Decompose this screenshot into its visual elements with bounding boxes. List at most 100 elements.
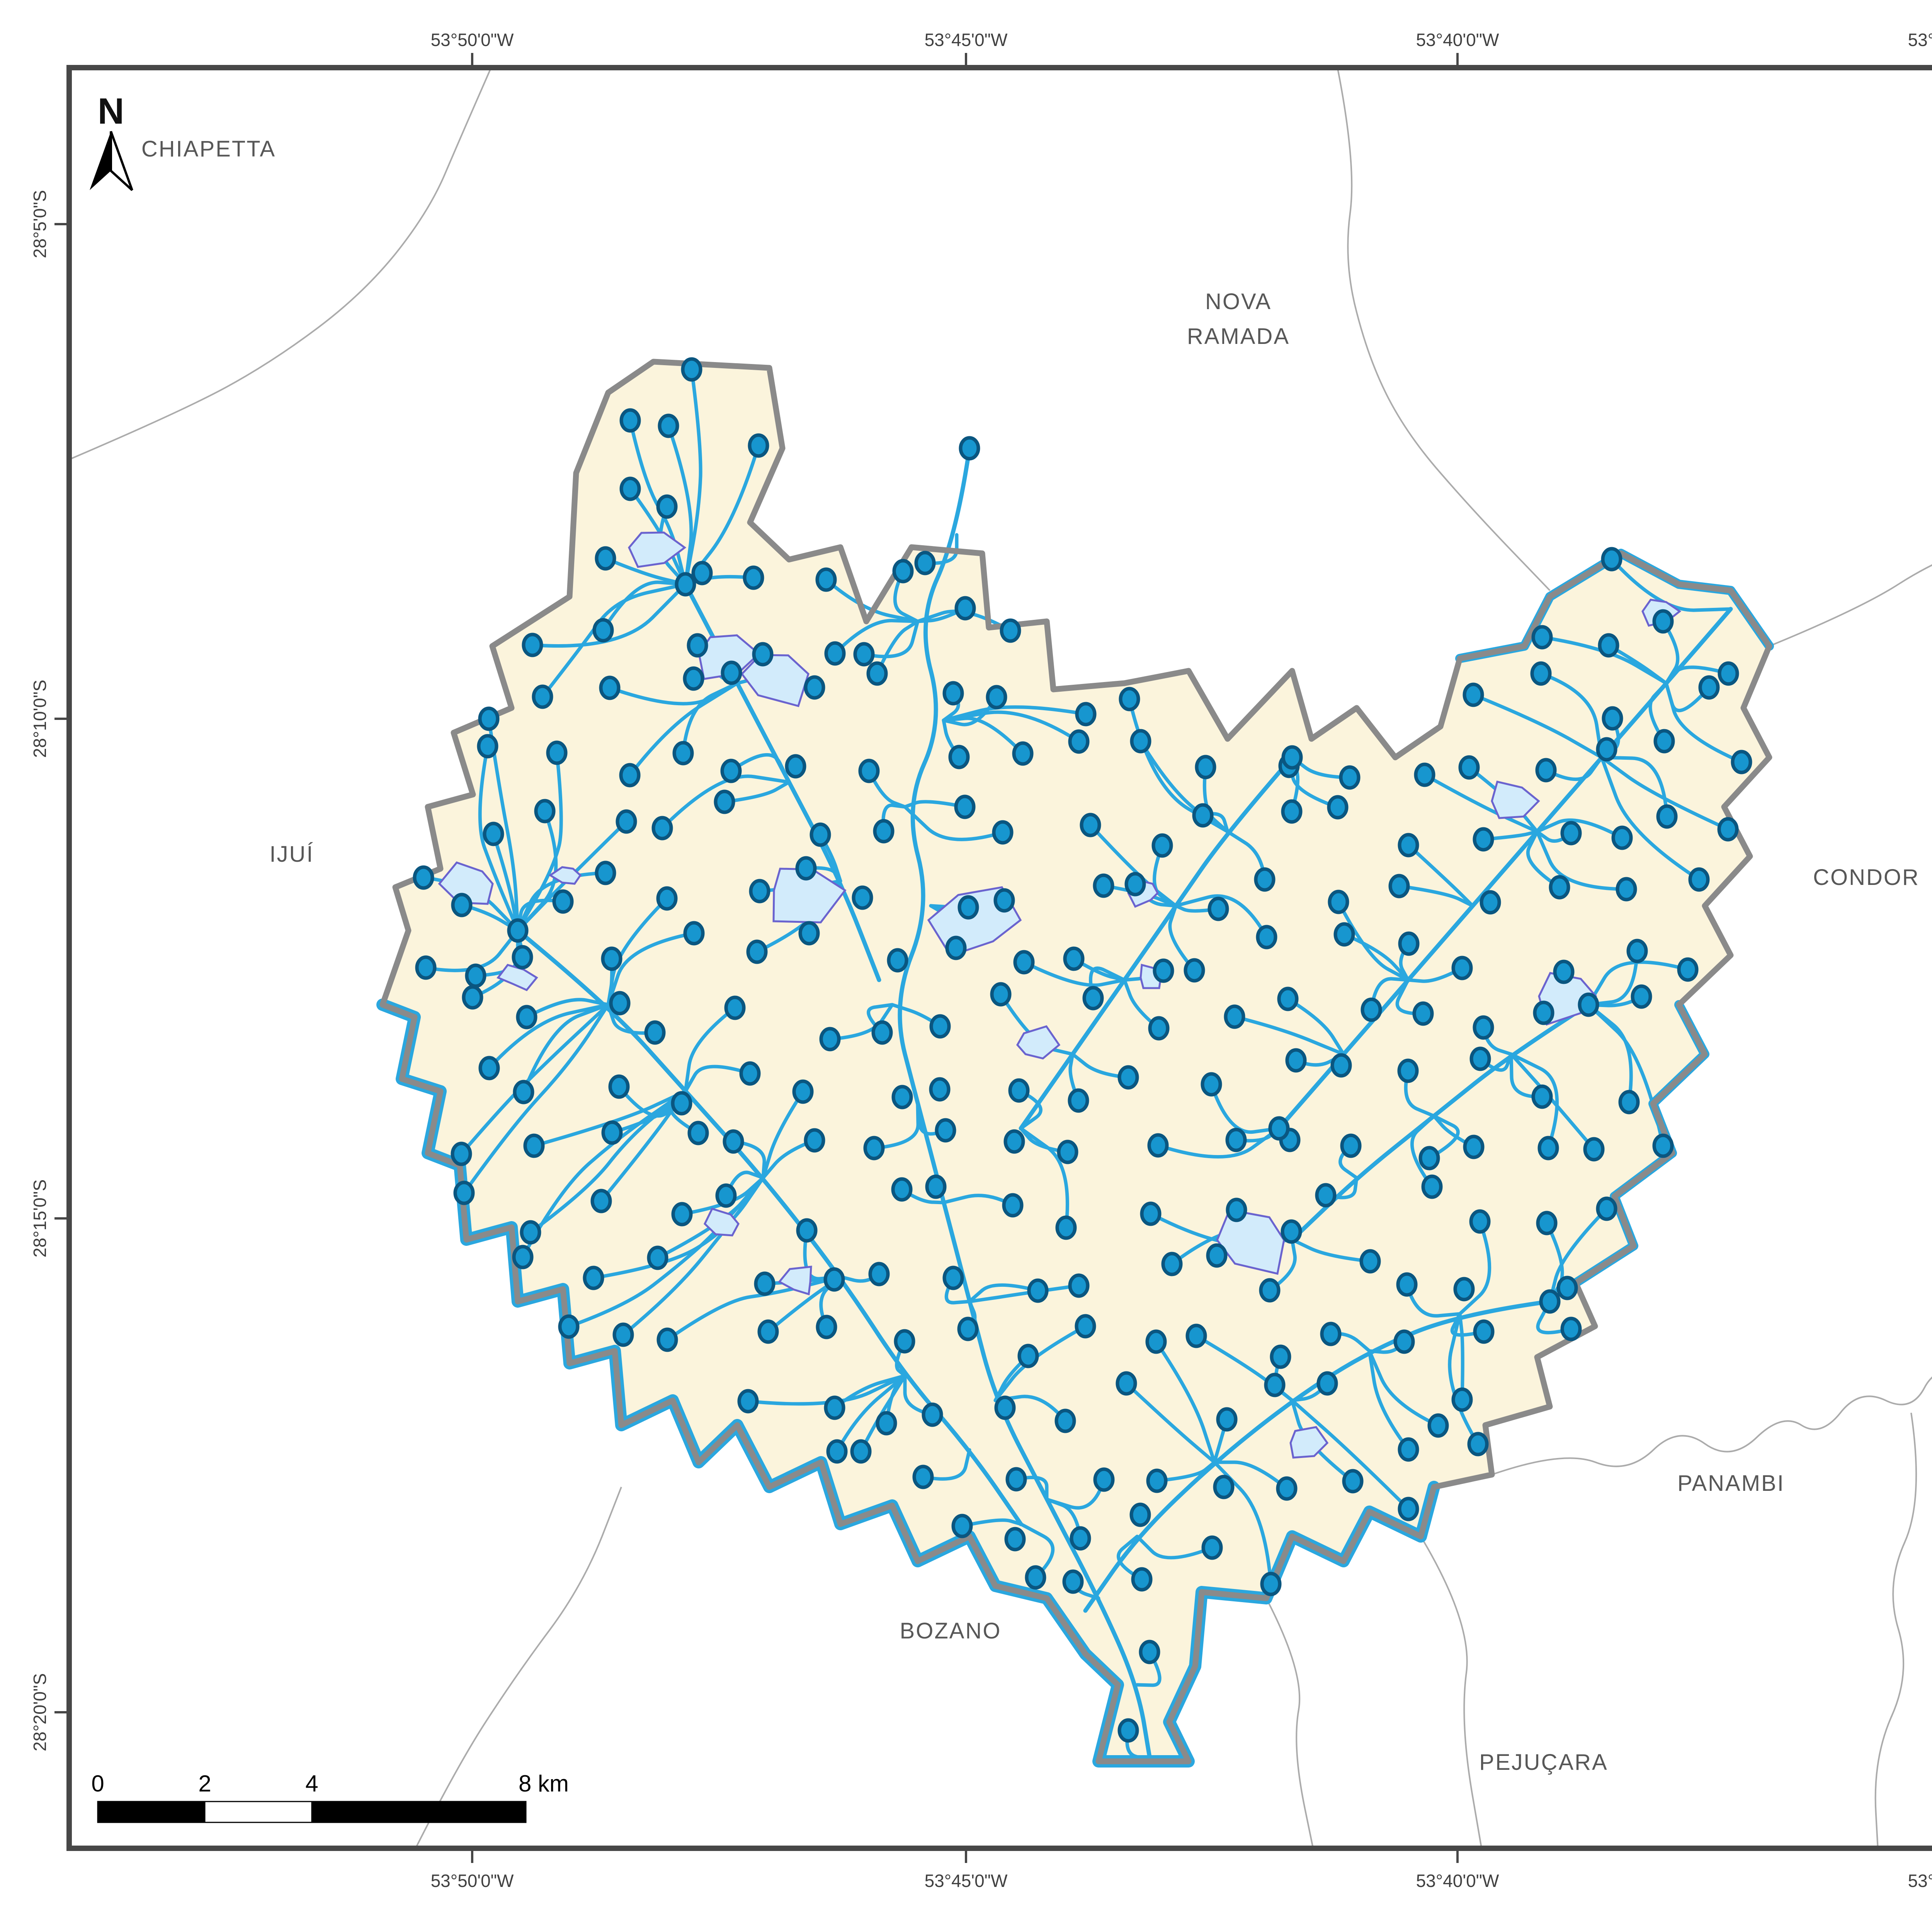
nascente-dot [1458, 755, 1480, 780]
nascente-dot [992, 820, 1014, 845]
nascente-dot [1068, 729, 1090, 754]
nascente-dot [892, 559, 914, 584]
nascente-dot [1264, 1373, 1286, 1397]
nascente-dot [1068, 1088, 1089, 1113]
river-stream [1600, 755, 1730, 831]
nascente-dot [1093, 1467, 1115, 1492]
nascente-dot [715, 1183, 737, 1208]
nascente-dot [873, 819, 895, 844]
north-arrow-right [110, 131, 133, 191]
nascente-dot [658, 413, 679, 438]
river-stream [1664, 681, 1743, 764]
nascente-dot [1000, 618, 1021, 643]
nascente-dot [1025, 1565, 1046, 1590]
municipality-border [379, 359, 1772, 1764]
neighbor-boundary-line [1337, 70, 1551, 591]
nascente-dot [1616, 877, 1637, 902]
nascente-dot [785, 754, 806, 779]
nascente-dot [1342, 1469, 1364, 1494]
municipality-area [383, 362, 1769, 1761]
nascente-dot [746, 939, 768, 964]
river-stream [1410, 1114, 1436, 1189]
longitude-label: 53°35'0"W [1908, 30, 1932, 50]
nascente-dot [852, 885, 873, 910]
nascente-dot [1688, 867, 1710, 892]
nascente-dot [1184, 958, 1205, 983]
nascente-dot [1330, 1053, 1352, 1078]
river-stream [833, 619, 920, 655]
nascente-dot [1002, 1193, 1024, 1218]
nascente-dot [1206, 1243, 1228, 1268]
water-body [628, 531, 687, 568]
river-stream [1233, 1015, 1345, 1056]
nascente-dot [1393, 1329, 1415, 1354]
nascente-dot [1359, 1249, 1381, 1274]
nascente-dot [415, 955, 437, 980]
neighbor-label: PANAMBI [1677, 1471, 1785, 1496]
nascente-dot [868, 1262, 890, 1286]
nascente-dot [1414, 762, 1435, 787]
nascente-dot [1398, 1437, 1419, 1462]
nascente-dot [1130, 729, 1151, 754]
nascente-dot [1427, 1413, 1449, 1438]
neighbor-boundary-line [416, 1487, 622, 1846]
nascente-dot [1063, 946, 1085, 971]
nascente-dot [957, 895, 979, 920]
nascente-dot [1117, 1065, 1139, 1090]
nascente-dot [1653, 729, 1675, 754]
water-body [497, 964, 538, 992]
nascente-dot [1421, 1174, 1443, 1199]
latitude-label: 28°5'0"S [30, 190, 50, 259]
nascente-dot [644, 1020, 666, 1045]
river-stream [1135, 1535, 1214, 1560]
nascente-dot [1145, 1329, 1167, 1354]
nascente-dot [1327, 795, 1349, 820]
nascente-dot [796, 1218, 818, 1243]
river-stream [968, 1283, 1040, 1303]
nascente-dot [1116, 1371, 1137, 1396]
nascente-dot [1140, 1201, 1162, 1226]
nascente-dot [1277, 987, 1299, 1011]
river-stream [462, 1003, 610, 1195]
nascente-dot [1531, 1084, 1553, 1109]
latitude-label: 28°20'0"S [30, 1673, 50, 1751]
river-stream [1019, 1126, 1069, 1230]
river-stream [1290, 1398, 1410, 1511]
nascente-dot [748, 433, 769, 458]
nascente-dot [552, 889, 574, 914]
nascente-dot [477, 734, 498, 759]
neighbor-label: PEJUÇARA [1479, 1750, 1608, 1775]
nascente-dot [1117, 1718, 1139, 1743]
nascente-dot [1583, 1137, 1605, 1162]
north-arrow-left [90, 131, 111, 190]
river-stream [1600, 755, 1669, 818]
nascente-dot [1652, 609, 1674, 634]
nascente-dot [656, 1327, 678, 1352]
nascente-dot [798, 921, 820, 946]
water-body [1289, 1426, 1329, 1459]
nascente-dot [1281, 799, 1303, 824]
nascente-dot [675, 572, 696, 597]
nascente-dot [1539, 1289, 1561, 1314]
river-stream [516, 751, 563, 932]
river-stream [903, 805, 1005, 841]
nascente-dot [1398, 1497, 1419, 1521]
nascente-dot [1473, 1015, 1494, 1040]
nascente-dot [599, 675, 621, 700]
river-stream [684, 444, 760, 586]
nascente-dot [1139, 1640, 1160, 1664]
river-stream [487, 717, 520, 932]
nascente-dot [754, 1271, 776, 1296]
nascente-dot [1192, 803, 1214, 828]
neighbor-label: IJUÍ [269, 842, 314, 867]
nascente-dot [954, 596, 976, 621]
river-stream [942, 716, 1025, 755]
scale-bar-segment [311, 1801, 527, 1823]
nascente-dot [558, 1314, 580, 1339]
nascente-dot [757, 1319, 779, 1344]
nascente-dot [595, 546, 616, 571]
river-stream [1124, 1381, 1216, 1464]
nascente-dot [534, 799, 556, 823]
nascente-dot [1596, 737, 1617, 762]
nascente-dot [1224, 1004, 1245, 1029]
